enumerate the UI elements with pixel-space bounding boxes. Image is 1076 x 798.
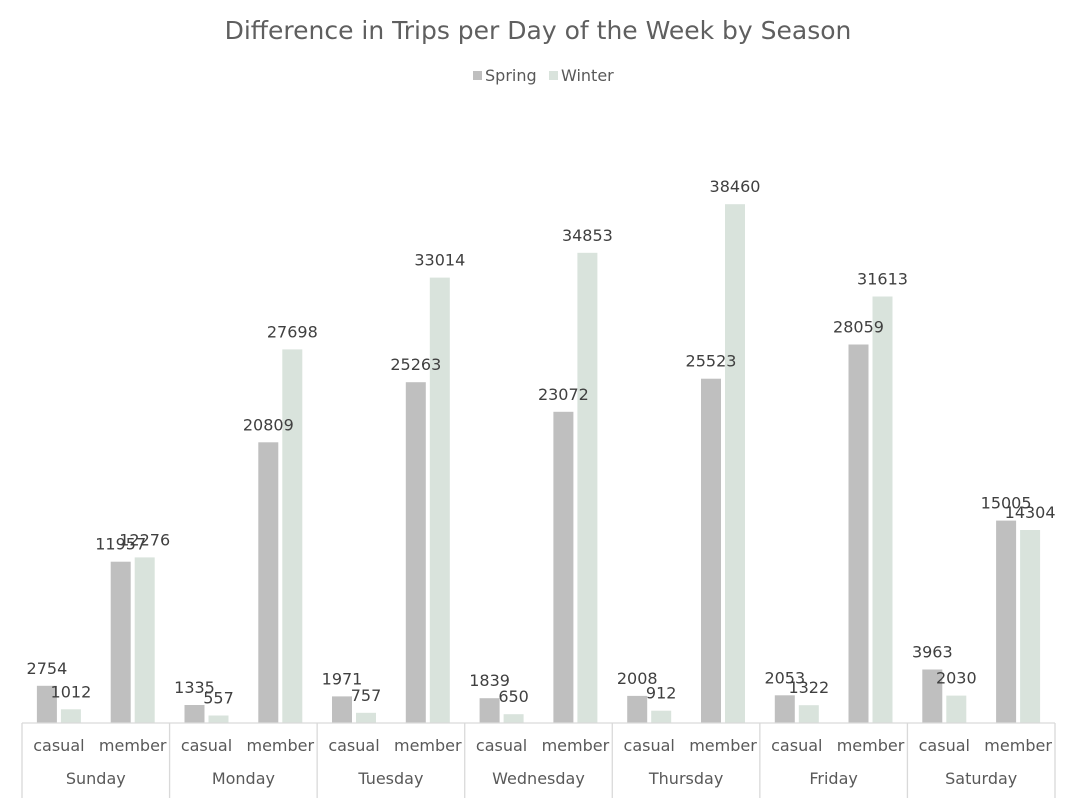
- tick-label-wednesday-casual: casual: [476, 736, 527, 755]
- data-label-winter-wednesday-casual: 650: [498, 687, 529, 706]
- bar-winter-wednesday-casual: [503, 714, 524, 723]
- tick-label-tuesday-member: member: [394, 736, 462, 755]
- bar-winter-friday-casual: [798, 705, 819, 723]
- bar-winter-monday-member: [282, 349, 303, 723]
- data-label-winter-monday-member: 27698: [267, 322, 318, 341]
- bar-spring-monday-casual: [184, 705, 205, 723]
- data-label-winter-saturday-casual: 2030: [936, 669, 977, 688]
- tick-label-sunday-member: member: [99, 736, 167, 755]
- data-label-spring-saturday-casual: 3963: [912, 643, 953, 662]
- bar-spring-monday-member: [258, 442, 279, 723]
- bar-spring-tuesday-casual: [332, 696, 352, 723]
- bar-winter-wednesday-member: [577, 252, 598, 724]
- group-label-sunday: Sunday: [66, 769, 126, 788]
- bar-spring-friday-member: [848, 344, 869, 723]
- bar-winter-thursday-casual: [651, 710, 672, 723]
- tick-label-friday-member: member: [837, 736, 905, 755]
- bar-spring-sunday-casual: [36, 685, 57, 723]
- tick-label-wednesday-member: member: [542, 736, 610, 755]
- tick-label-monday-casual: casual: [181, 736, 232, 755]
- data-label-spring-friday-member: 28059: [833, 318, 884, 337]
- data-label-spring-saturday-member: 15005: [981, 494, 1032, 513]
- data-label-spring-wednesday-casual: 1839: [469, 671, 510, 690]
- data-label-spring-tuesday-casual: 1971: [322, 669, 363, 688]
- bar-spring-saturday-casual: [922, 669, 943, 723]
- tick-label-sunday-casual: casual: [33, 736, 84, 755]
- group-label-friday: Friday: [809, 769, 858, 788]
- data-label-spring-monday-member: 20809: [243, 415, 294, 434]
- data-label-spring-thursday-casual: 2008: [617, 669, 658, 688]
- bar-winter-sunday-member: [134, 557, 155, 723]
- data-label-spring-thursday-member: 25523: [686, 352, 737, 371]
- data-label-spring-friday-casual: 2053: [764, 668, 805, 687]
- data-label-winter-thursday-member: 38460: [710, 177, 761, 196]
- data-label-spring-tuesday-member: 25263: [390, 355, 441, 374]
- data-label-spring-monday-casual: 1335: [174, 678, 215, 697]
- legend: Spring Winter: [473, 66, 614, 85]
- bar-winter-thursday-member: [725, 204, 745, 723]
- data-label-winter-sunday-member: 12276: [119, 530, 170, 549]
- bar-spring-saturday-member: [996, 520, 1017, 723]
- data-label-winter-tuesday-casual: 757: [351, 686, 382, 705]
- bar-winter-tuesday-member: [429, 277, 450, 723]
- bar-winter-saturday-member: [1020, 530, 1041, 723]
- x-axis: casual member Sunday casual member Monday casu…: [21, 722, 1056, 798]
- tick-label-thursday-member: member: [689, 736, 757, 755]
- bar-spring-thursday-member: [701, 378, 721, 723]
- legend-label-winter: Winter: [561, 66, 614, 85]
- legend-swatch-spring: [473, 71, 482, 80]
- tick-label-friday-casual: casual: [771, 736, 822, 755]
- tick-label-tuesday-casual: casual: [328, 736, 379, 755]
- tick-label-monday-member: member: [247, 736, 315, 755]
- bar-spring-tuesday-member: [405, 382, 426, 723]
- bars: [36, 204, 1041, 724]
- data-label-winter-sunday-casual: 1012: [51, 682, 92, 701]
- group-label-saturday: Saturday: [945, 769, 1017, 788]
- group-label-thursday: Thursday: [648, 769, 723, 788]
- bar-winter-monday-casual: [208, 715, 229, 723]
- tick-label-saturday-member: member: [984, 736, 1052, 755]
- bar-spring-friday-casual: [774, 695, 795, 723]
- data-label-spring-sunday-member: 11957: [95, 535, 146, 554]
- bar-spring-thursday-casual: [627, 695, 648, 723]
- data-label-winter-friday-casual: 1322: [788, 678, 829, 697]
- data-label-winter-wednesday-member: 34853: [562, 226, 613, 245]
- data-label-winter-tuesday-member: 33014: [414, 251, 465, 270]
- tick-label-saturday-casual: casual: [919, 736, 970, 755]
- data-label-winter-saturday-member: 14304: [1005, 503, 1056, 522]
- bar-winter-sunday-casual: [60, 709, 81, 723]
- bar-winter-saturday-casual: [946, 695, 967, 723]
- bar-spring-sunday-member: [110, 561, 131, 723]
- bar-winter-friday-member: [872, 296, 893, 723]
- legend-label-spring: Spring: [485, 66, 537, 85]
- group-label-wednesday: Wednesday: [492, 769, 585, 788]
- bar-winter-tuesday-casual: [356, 712, 376, 723]
- data-label-spring-sunday-casual: 2754: [27, 659, 68, 678]
- chart-title: Difference in Trips per Day of the Week …: [225, 16, 852, 45]
- bar-spring-wednesday-member: [553, 411, 574, 723]
- data-label-winter-friday-member: 31613: [857, 270, 908, 289]
- data-label-spring-wednesday-member: 23072: [538, 385, 589, 404]
- tick-label-thursday-casual: casual: [624, 736, 675, 755]
- group-label-monday: Monday: [212, 769, 275, 788]
- group-label-tuesday: Tuesday: [357, 769, 423, 788]
- bar-spring-wednesday-casual: [479, 698, 500, 723]
- data-label-winter-monday-casual: 557: [203, 689, 234, 708]
- data-label-winter-thursday-casual: 912: [646, 684, 677, 703]
- legend-swatch-winter: [549, 71, 558, 80]
